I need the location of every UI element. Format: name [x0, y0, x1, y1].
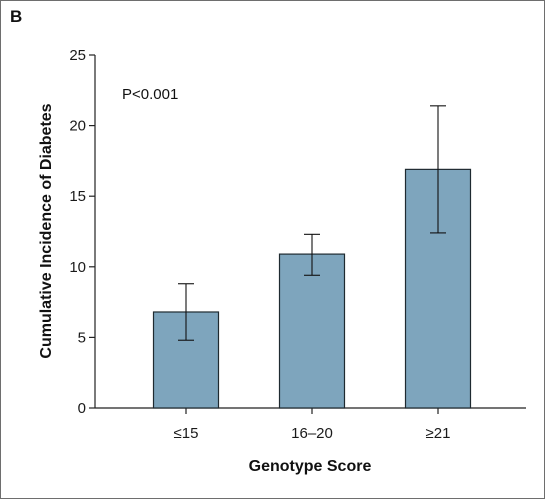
panel-label: B — [10, 7, 23, 26]
p-value-annotation: P<0.001 — [122, 86, 178, 103]
bar — [278, 253, 346, 409]
y-tick-label: 10 — [69, 259, 86, 276]
y-tick-label: 25 — [69, 47, 86, 64]
y-axis-title: Cumulative Incidence of Diabetes — [38, 103, 55, 358]
y-tick-label: 15 — [69, 188, 86, 205]
y-tick-label: 0 — [78, 400, 86, 417]
y-tick-label: 20 — [69, 118, 86, 135]
x-tick-label: ≤15 — [174, 425, 199, 442]
x-tick-label: 16–20 — [291, 425, 333, 442]
x-axis-title: Genotype Score — [249, 458, 372, 475]
error-bars — [178, 105, 446, 341]
bars — [152, 168, 472, 409]
x-axis: ≤15 16–20 ≥21 — [95, 407, 526, 442]
y-tick-label: 5 — [78, 329, 86, 346]
y-axis: 0 5 10 15 20 25 — [69, 47, 96, 417]
x-tick-label: ≥21 — [426, 425, 451, 442]
